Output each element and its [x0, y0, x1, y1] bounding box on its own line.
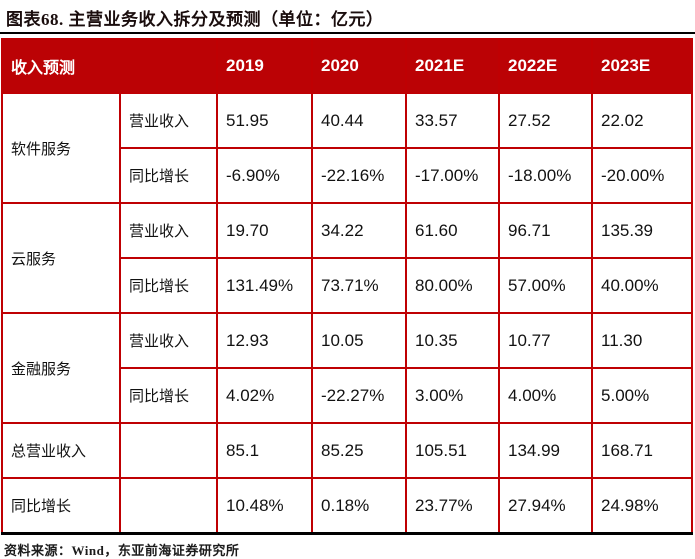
value-cell: 0.18%	[311, 477, 408, 535]
value-cell: 134.99	[498, 422, 594, 479]
value-cell: 3.00%	[405, 367, 501, 424]
table-row: 金融服务 营业收入 12.93 10.05 10.35 10.77 11.30	[1, 312, 693, 424]
value-cell: 135.39	[591, 202, 693, 259]
value-cell: 57.00%	[498, 257, 594, 314]
header-year-2019: 2019	[216, 38, 314, 94]
table-row: 同比增长 131.49% 73.71% 80.00% 57.00% 40.00%	[2, 257, 693, 314]
row-group-finance: 金融服务	[1, 312, 121, 424]
row-group-cloud: 云服务	[1, 202, 121, 314]
value-cell: 85.1	[216, 422, 314, 479]
value-cell: 40.00%	[591, 257, 693, 314]
value-cell: 4.00%	[498, 367, 594, 424]
value-cell: 131.49%	[216, 257, 314, 314]
metric-label: 营业收入	[118, 92, 219, 149]
value-cell: 73.71%	[311, 257, 408, 314]
value-cell: -22.16%	[311, 147, 408, 204]
table-header-row: 收入预测 2019 2020 2021E 2022E 2023E	[0, 38, 693, 94]
value-cell: -17.00%	[405, 147, 501, 204]
value-cell: 105.51	[405, 422, 501, 479]
value-cell: 34.22	[311, 202, 408, 259]
value-cell: 24.98%	[591, 477, 693, 535]
figure-title: 图表68. 主营业务收入拆分及预测（单位：亿元）	[6, 10, 384, 29]
table-row: 同比增长 -6.90% -22.16% -17.00% -18.00% -20.…	[2, 147, 693, 204]
value-cell: 33.57	[405, 92, 501, 149]
value-cell: 5.00%	[591, 367, 693, 424]
empty-cell	[118, 422, 219, 479]
table-row: 总营业收入 85.1 85.25 105.51 134.99 168.71	[1, 422, 693, 479]
empty-cell	[118, 477, 219, 535]
value-cell: 11.30	[591, 312, 693, 369]
value-cell: 10.77	[498, 312, 594, 369]
value-cell: 23.77%	[405, 477, 501, 535]
header-year-2020: 2020	[311, 38, 408, 94]
value-cell: 12.93	[216, 312, 314, 369]
value-cell: 10.48%	[216, 477, 314, 535]
value-cell: -22.27%	[311, 367, 408, 424]
value-cell: 22.02	[591, 92, 693, 149]
value-cell: 51.95	[216, 92, 314, 149]
value-cell: 40.44	[311, 92, 408, 149]
value-cell: 168.71	[591, 422, 693, 479]
metric-label: 营业收入	[118, 202, 219, 259]
value-cell: -18.00%	[498, 147, 594, 204]
value-cell: 10.35	[405, 312, 501, 369]
header-year-2022e: 2022E	[498, 38, 594, 94]
value-cell: -6.90%	[216, 147, 314, 204]
value-cell: 80.00%	[405, 257, 501, 314]
report-page: 图表68. 主营业务收入拆分及预测（单位：亿元） 收入预测 2019 2020 …	[0, 10, 695, 558]
value-cell: 61.60	[405, 202, 501, 259]
metric-label: 同比增长	[118, 257, 219, 314]
table-row: 同比增长 4.02% -22.27% 3.00% 4.00% 5.00%	[2, 367, 693, 424]
summary-label-total-revenue: 总营业收入	[1, 422, 121, 479]
value-cell: -20.00%	[591, 147, 693, 204]
value-cell: 96.71	[498, 202, 594, 259]
header-label: 收入预测	[0, 38, 219, 94]
value-cell: 85.25	[311, 422, 408, 479]
title-divider	[0, 32, 695, 34]
row-group-software: 软件服务	[1, 92, 121, 204]
table-row: 软件服务 营业收入 51.95 40.44 33.57 27.52 22.02	[1, 92, 693, 204]
value-cell: 27.52	[498, 92, 594, 149]
table-row: 同比增长 10.48% 0.18% 23.77% 27.94% 24.98%	[1, 477, 693, 535]
source-note: 资料来源：Wind，东亚前海证券研究所	[4, 543, 240, 558]
metric-label: 营业收入	[118, 312, 219, 369]
summary-label-yoy-growth: 同比增长	[1, 477, 121, 535]
value-cell: 10.05	[311, 312, 408, 369]
header-year-2023e: 2023E	[591, 38, 693, 94]
header-year-2021e: 2021E	[405, 38, 501, 94]
revenue-forecast-table: 收入预测 2019 2020 2021E 2022E 2023E 软件服务 营业…	[0, 38, 693, 535]
table-row: 云服务 营业收入 19.70 34.22 61.60 96.71 135.39	[1, 202, 693, 314]
value-cell: 27.94%	[498, 477, 594, 535]
value-cell: 4.02%	[216, 367, 314, 424]
metric-label: 同比增长	[118, 147, 219, 204]
value-cell: 19.70	[216, 202, 314, 259]
metric-label: 同比增长	[118, 367, 219, 424]
